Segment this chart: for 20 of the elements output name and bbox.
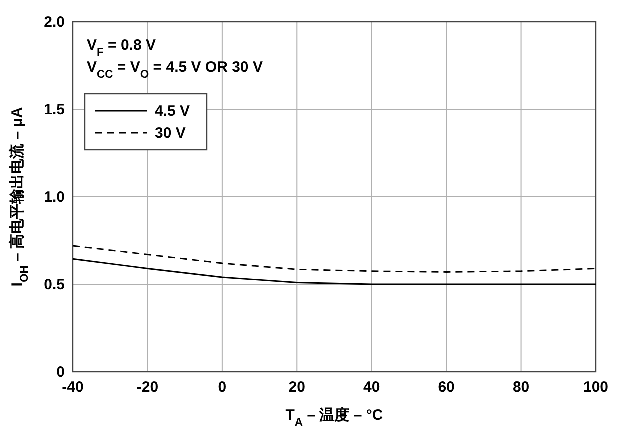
annotation: V$_{CC}$ = V$_{O}$ = 4.5 V OR 30 V [87,59,263,81]
x-tick-label: 40 [364,379,380,396]
x-tick-label: -40 [62,379,84,396]
x-tick-label: 20 [288,379,306,396]
x-tick-label: 0 [218,379,227,396]
y-tick-label: 2.0 [44,14,65,31]
x-tick-label: 100 [583,379,609,396]
x-tick-label: 80 [512,379,530,396]
y-tick-label: 1.5 [44,102,65,118]
line-series [72,258,597,286]
line-series [72,245,597,273]
y-tick-label: 1.0 [44,189,65,206]
x-tick-label: -20 [136,379,159,396]
annotation: V$_{F}$ = 0.8 V [87,37,156,59]
legend-label: 30 V [155,125,186,142]
x-tick-label: 60 [438,379,455,396]
x-axis-title: T$_{A}$ – 温度 – °C [286,406,384,429]
y-tick-label: 0 [56,364,65,381]
y-tick-label: 0.5 [44,276,65,294]
legend-label: 4.5 V [155,103,190,120]
